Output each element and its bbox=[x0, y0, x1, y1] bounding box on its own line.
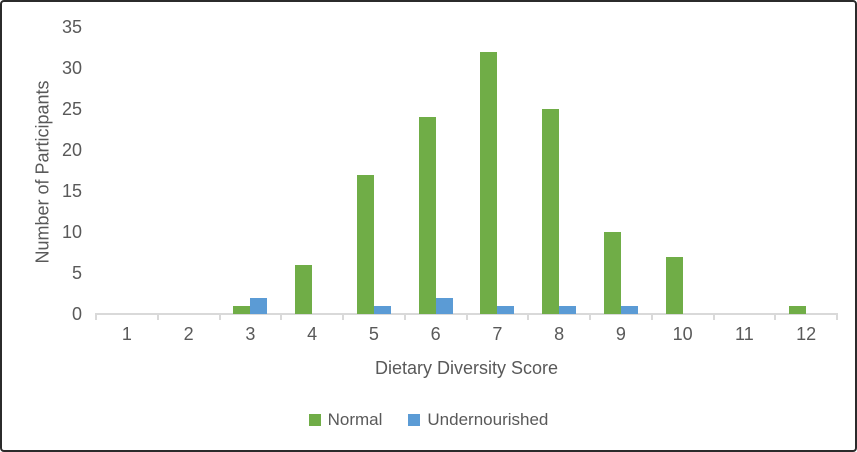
x-tick-mark bbox=[280, 313, 283, 320]
x-tick-mark bbox=[218, 313, 221, 320]
x-tick-mark bbox=[342, 313, 344, 320]
legend-label: Undernourished bbox=[427, 410, 549, 429]
x-tick-label: 3 bbox=[245, 324, 256, 344]
x-tick-mark bbox=[589, 313, 591, 320]
bar-normal-score-5 bbox=[356, 174, 374, 314]
x-tick-label: 4 bbox=[307, 324, 318, 344]
bar-undernourished-score-3 bbox=[250, 297, 268, 314]
x-tick-mark bbox=[403, 313, 406, 320]
y-tick-label: 20 bbox=[61, 140, 82, 160]
y-tick-label: 5 bbox=[71, 263, 82, 283]
x-tick-mark bbox=[774, 313, 777, 320]
bar-undernourished-score-9 bbox=[620, 305, 638, 314]
y-tick-label: 30 bbox=[61, 58, 82, 78]
x-tick-label: 8 bbox=[554, 324, 565, 344]
x-tick-label: 9 bbox=[615, 324, 626, 344]
bar-normal-score-8 bbox=[542, 109, 560, 314]
x-tick-label: 5 bbox=[368, 324, 379, 344]
y-tick-label: 0 bbox=[71, 304, 82, 324]
x-axis-title: Dietary Diversity Score bbox=[374, 358, 559, 378]
bar-normal-score-6 bbox=[418, 117, 436, 314]
y-tick-label: 35 bbox=[61, 17, 82, 37]
legend-swatch-icon bbox=[308, 414, 321, 426]
bar-normal-score-4 bbox=[295, 264, 313, 314]
y-tick-label: 25 bbox=[61, 99, 82, 119]
bar-undernourished-score-7 bbox=[497, 305, 515, 314]
bar-undernourished-score-5 bbox=[373, 305, 391, 314]
x-tick-mark bbox=[156, 313, 159, 320]
x-tick-mark bbox=[527, 313, 530, 320]
x-tick-label: 2 bbox=[183, 324, 194, 344]
x-tick-label: 12 bbox=[796, 324, 817, 344]
x-tick-mark bbox=[836, 313, 838, 320]
legend-item-undernourished: Undernourished bbox=[408, 410, 548, 430]
bar-normal-score-3 bbox=[233, 305, 251, 314]
bar-normal-score-7 bbox=[480, 51, 498, 314]
x-tick-label: 11 bbox=[735, 324, 754, 344]
x-tick-label: 1 bbox=[121, 324, 132, 344]
bar-undernourished-score-8 bbox=[559, 305, 577, 314]
legend-item-normal: Normal bbox=[308, 410, 383, 430]
x-tick-mark bbox=[650, 313, 653, 320]
bar-normal-score-10 bbox=[665, 256, 683, 314]
x-tick-label: 10 bbox=[672, 324, 693, 344]
x-tick-label: 7 bbox=[492, 324, 503, 344]
plot-area bbox=[96, 27, 837, 314]
y-tick-label: 15 bbox=[61, 181, 82, 201]
bar-normal-score-12 bbox=[789, 305, 807, 314]
x-tick-mark bbox=[465, 313, 468, 320]
legend-swatch-icon bbox=[408, 414, 421, 426]
x-tick-mark bbox=[95, 313, 97, 320]
legend-label: Normal bbox=[327, 410, 383, 429]
x-tick-mark bbox=[712, 313, 715, 320]
y-tick-label: 10 bbox=[61, 222, 82, 242]
x-tick-label: 6 bbox=[430, 324, 441, 344]
bar-normal-score-9 bbox=[603, 232, 621, 314]
legend: Normal Undernourished bbox=[2, 410, 855, 430]
bar-undernourished-score-6 bbox=[435, 297, 453, 314]
